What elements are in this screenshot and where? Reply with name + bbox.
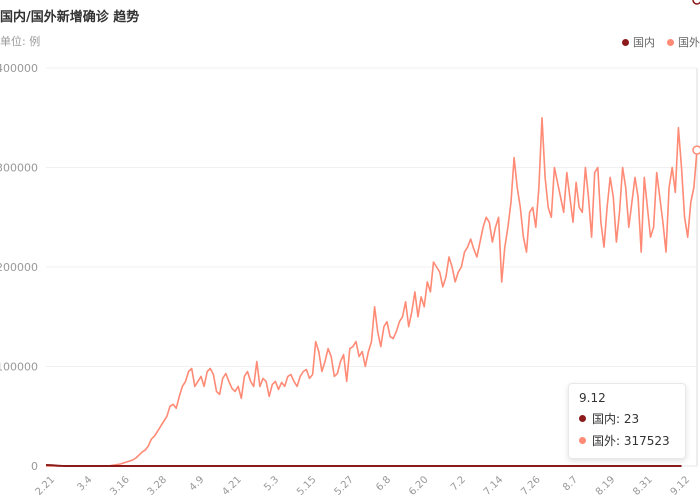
point-domestic-latest <box>692 0 700 5</box>
legend-dot-domestic <box>622 38 629 46</box>
series-line-foreign <box>46 117 698 467</box>
tooltip-label-domestic: 国内: 23 <box>592 412 640 426</box>
series-line-domestic <box>45 464 682 467</box>
x-tick-label: 8.31 <box>631 474 655 498</box>
y-tick-label: 0 <box>31 460 38 473</box>
tooltip-date: 9.12 <box>579 391 606 405</box>
y-tick-label: 200000 <box>0 261 38 274</box>
x-tick-label: 5.27 <box>332 474 356 498</box>
x-tick-label: 2.21 <box>34 474 58 498</box>
legend-label-domestic: 国内 <box>633 36 655 49</box>
x-tick-label: 6.20 <box>407 474 431 498</box>
legend-item-domestic[interactable]: 国内 <box>622 34 655 50</box>
y-tick-label: 400000 <box>0 62 38 75</box>
x-tick-label: 5.15 <box>295 474 319 498</box>
legend-dot-foreign <box>667 38 674 46</box>
chart-tooltip: 9.12 国内: 23 国外: 317523 <box>568 383 686 459</box>
x-tick-label: 7.2 <box>449 474 468 493</box>
x-tick-label: 8.19 <box>594 474 618 498</box>
x-tick-label: 8.7 <box>561 474 580 493</box>
x-tick-label: 4.9 <box>188 474 207 493</box>
x-tick-label: 3.16 <box>108 474 132 498</box>
tooltip-dot-foreign <box>579 437 586 444</box>
point-foreign-latest <box>692 145 700 155</box>
x-tick-label: 3.28 <box>146 474 170 498</box>
x-tick-label: 9.12 <box>669 474 693 498</box>
legend-label-foreign: 国外 <box>678 36 700 49</box>
x-tick-label: 3.4 <box>75 474 94 493</box>
x-tick-label: 7.26 <box>519 474 543 498</box>
tooltip-dot-domestic <box>579 415 586 422</box>
legend-item-foreign[interactable]: 国外 <box>667 34 700 50</box>
x-tick-label: 6.8 <box>374 474 393 493</box>
unit-label: 单位: 例 <box>0 35 41 48</box>
y-tick-label: 100000 <box>0 361 38 374</box>
legend: 国内 国外 <box>622 34 700 50</box>
x-tick-label: 5.3 <box>262 474 281 493</box>
chart-title: 国内/国外新增确诊 趋势 <box>0 10 140 25</box>
tooltip-label-foreign: 国外: 317523 <box>592 434 670 448</box>
y-tick-label: 300000 <box>0 162 38 175</box>
x-tick-label: 7.14 <box>482 474 506 498</box>
tooltip-row-domestic: 国内: 23 <box>579 410 685 427</box>
tooltip-row-foreign: 国外: 317523 <box>579 432 685 449</box>
x-tick-label: 4.21 <box>220 474 244 498</box>
